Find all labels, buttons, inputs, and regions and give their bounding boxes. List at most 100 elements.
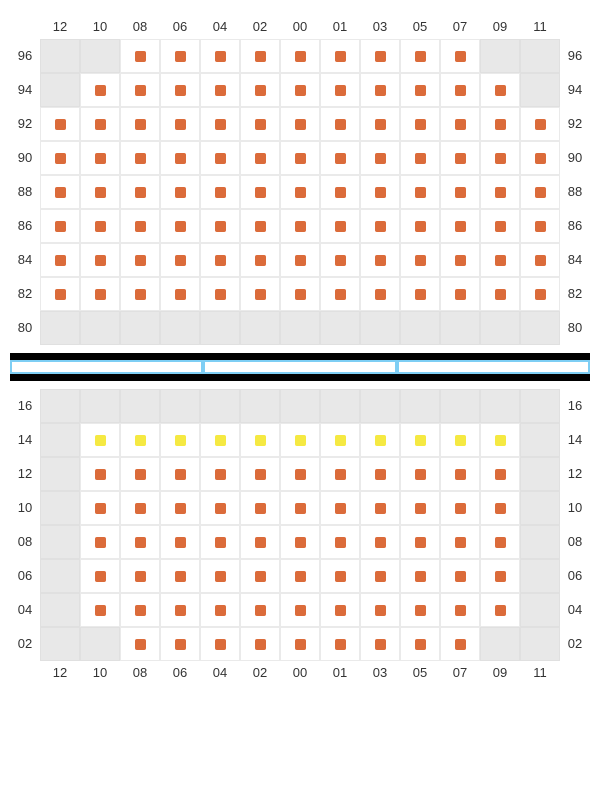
seat-cell[interactable]	[400, 243, 440, 277]
seat-cell[interactable]	[480, 559, 520, 593]
seat-cell[interactable]	[400, 457, 440, 491]
seat-cell[interactable]	[520, 141, 560, 175]
seat-cell[interactable]	[400, 277, 440, 311]
seat-cell[interactable]	[200, 209, 240, 243]
seat-cell[interactable]	[160, 107, 200, 141]
seat-cell[interactable]	[240, 209, 280, 243]
seat-cell[interactable]	[320, 559, 360, 593]
seat-cell[interactable]	[320, 277, 360, 311]
seat-cell[interactable]	[200, 525, 240, 559]
seat-cell[interactable]	[400, 175, 440, 209]
seat-cell[interactable]	[160, 209, 200, 243]
seat-cell[interactable]	[480, 175, 520, 209]
seat-cell[interactable]	[240, 423, 280, 457]
seat-cell[interactable]	[360, 209, 400, 243]
seat-cell[interactable]	[120, 559, 160, 593]
seat-cell[interactable]	[440, 107, 480, 141]
seat-cell[interactable]	[520, 277, 560, 311]
seat-cell[interactable]	[280, 627, 320, 661]
seat-cell[interactable]	[400, 107, 440, 141]
seat-cell[interactable]	[520, 209, 560, 243]
seat-cell[interactable]	[80, 423, 120, 457]
seat-cell[interactable]	[240, 491, 280, 525]
seat-cell[interactable]	[440, 559, 480, 593]
seat-cell[interactable]	[160, 39, 200, 73]
seat-cell[interactable]	[480, 593, 520, 627]
seat-cell[interactable]	[480, 141, 520, 175]
seat-cell[interactable]	[80, 559, 120, 593]
seat-cell[interactable]	[160, 243, 200, 277]
seat-cell[interactable]	[360, 243, 400, 277]
seat-cell[interactable]	[320, 525, 360, 559]
seat-cell[interactable]	[240, 457, 280, 491]
seat-cell[interactable]	[440, 525, 480, 559]
seat-cell[interactable]	[160, 457, 200, 491]
seat-cell[interactable]	[360, 73, 400, 107]
seat-cell[interactable]	[400, 209, 440, 243]
seat-cell[interactable]	[400, 39, 440, 73]
seat-cell[interactable]	[360, 457, 400, 491]
seat-cell[interactable]	[160, 593, 200, 627]
seat-cell[interactable]	[200, 73, 240, 107]
seat-cell[interactable]	[120, 627, 160, 661]
seat-cell[interactable]	[440, 627, 480, 661]
seat-cell[interactable]	[440, 209, 480, 243]
seat-cell[interactable]	[160, 525, 200, 559]
seat-cell[interactable]	[280, 73, 320, 107]
seat-cell[interactable]	[280, 559, 320, 593]
seat-cell[interactable]	[360, 627, 400, 661]
seat-cell[interactable]	[200, 107, 240, 141]
seat-cell[interactable]	[240, 175, 280, 209]
seat-cell[interactable]	[120, 457, 160, 491]
seat-cell[interactable]	[360, 491, 400, 525]
seat-cell[interactable]	[440, 423, 480, 457]
seat-cell[interactable]	[120, 525, 160, 559]
seat-cell[interactable]	[120, 423, 160, 457]
seat-cell[interactable]	[200, 39, 240, 73]
seat-cell[interactable]	[40, 277, 80, 311]
seat-cell[interactable]	[480, 525, 520, 559]
seat-cell[interactable]	[360, 39, 400, 73]
seat-cell[interactable]	[120, 73, 160, 107]
seat-cell[interactable]	[320, 141, 360, 175]
seat-cell[interactable]	[40, 209, 80, 243]
seat-cell[interactable]	[160, 73, 200, 107]
seat-cell[interactable]	[120, 107, 160, 141]
seat-cell[interactable]	[280, 107, 320, 141]
seat-cell[interactable]	[360, 175, 400, 209]
seat-cell[interactable]	[320, 627, 360, 661]
seat-cell[interactable]	[40, 107, 80, 141]
seat-cell[interactable]	[120, 491, 160, 525]
seat-cell[interactable]	[200, 277, 240, 311]
seat-cell[interactable]	[440, 243, 480, 277]
seat-cell[interactable]	[200, 457, 240, 491]
seat-cell[interactable]	[400, 559, 440, 593]
seat-cell[interactable]	[480, 423, 520, 457]
seat-cell[interactable]	[520, 175, 560, 209]
seat-cell[interactable]	[280, 457, 320, 491]
seat-cell[interactable]	[160, 559, 200, 593]
seat-cell[interactable]	[200, 141, 240, 175]
seat-cell[interactable]	[360, 593, 400, 627]
seat-cell[interactable]	[80, 175, 120, 209]
seat-cell[interactable]	[80, 457, 120, 491]
seat-cell[interactable]	[160, 141, 200, 175]
seat-cell[interactable]	[440, 491, 480, 525]
seat-cell[interactable]	[200, 593, 240, 627]
seat-cell[interactable]	[80, 491, 120, 525]
seat-cell[interactable]	[200, 491, 240, 525]
seat-cell[interactable]	[360, 559, 400, 593]
seat-cell[interactable]	[200, 423, 240, 457]
seat-cell[interactable]	[400, 423, 440, 457]
seat-cell[interactable]	[400, 525, 440, 559]
seat-cell[interactable]	[200, 175, 240, 209]
seat-cell[interactable]	[80, 107, 120, 141]
seat-cell[interactable]	[360, 423, 400, 457]
seat-cell[interactable]	[240, 525, 280, 559]
seat-cell[interactable]	[80, 141, 120, 175]
seat-cell[interactable]	[240, 73, 280, 107]
seat-cell[interactable]	[440, 277, 480, 311]
seat-cell[interactable]	[80, 525, 120, 559]
seat-cell[interactable]	[360, 141, 400, 175]
seat-cell[interactable]	[120, 141, 160, 175]
